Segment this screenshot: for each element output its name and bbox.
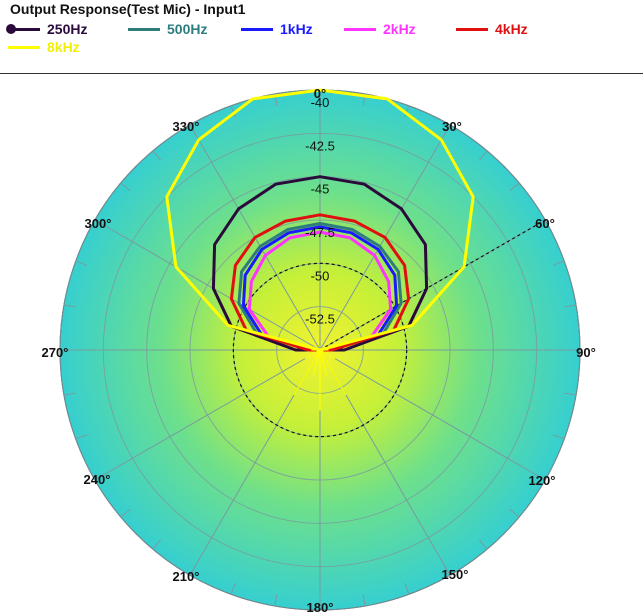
reference-circle xyxy=(232,262,408,438)
grid-spoke xyxy=(94,349,321,481)
radial-label: -45 xyxy=(311,182,330,197)
angle-label: 120° xyxy=(529,473,556,488)
grid-tick xyxy=(120,509,131,518)
legend-swatch xyxy=(8,45,40,49)
legend-swatch xyxy=(241,27,273,31)
radial-label: -52.5 xyxy=(305,312,335,327)
legend-swatch xyxy=(344,27,376,31)
grid-tick xyxy=(94,219,106,227)
legend-item-1khz: 1kHz xyxy=(241,20,313,38)
legend-marker-icon xyxy=(6,23,16,34)
grid-tick xyxy=(404,582,410,595)
radial-label: -42.5 xyxy=(305,138,335,153)
grid-tick xyxy=(189,564,197,576)
legend-label: 250Hz xyxy=(47,21,88,37)
angle-label: 300° xyxy=(85,216,112,231)
legend-label: 4kHz xyxy=(495,21,528,37)
grid-tick xyxy=(443,564,451,576)
grid-tick xyxy=(189,124,197,136)
grid-tick xyxy=(75,434,88,440)
grid-tick xyxy=(94,473,106,481)
grid-tick xyxy=(63,304,76,308)
angle-label: 0° xyxy=(314,86,326,101)
grid-tick xyxy=(564,304,577,308)
grid-tick xyxy=(63,392,76,396)
grid-tick xyxy=(152,150,161,161)
legend-swatch xyxy=(128,27,160,31)
header-divider xyxy=(0,73,643,74)
legend-swatch xyxy=(6,23,40,34)
angle-label: 150° xyxy=(442,567,469,582)
grid-tick xyxy=(362,594,366,607)
reference-line xyxy=(319,219,546,351)
legend-swatch xyxy=(456,27,488,31)
grid-tick xyxy=(152,539,161,550)
angle-label: 270° xyxy=(42,345,69,360)
angle-label: 90° xyxy=(576,345,596,360)
legend-item-500hz: 500Hz xyxy=(128,20,207,38)
grid-tick xyxy=(509,509,520,518)
grid-tick xyxy=(479,539,488,550)
grid-tick xyxy=(564,392,577,396)
grid-tick xyxy=(230,582,236,595)
grid-tick xyxy=(404,105,410,118)
radial-label: -47.5 xyxy=(305,225,335,240)
grid-tick xyxy=(230,105,236,118)
angle-label: 210° xyxy=(173,569,200,584)
grid-spoke xyxy=(319,349,546,481)
legend-item-8khz: 8kHz xyxy=(8,38,80,56)
grid-tick xyxy=(509,182,520,191)
legend-label: 500Hz xyxy=(167,21,208,37)
grid-tick xyxy=(120,182,131,191)
legend-label: 8kHz xyxy=(47,39,80,55)
grid-tick xyxy=(75,260,88,266)
legend-item-250hz: 250Hz xyxy=(6,20,88,38)
grid-tick xyxy=(274,594,278,607)
legend-label: 2kHz xyxy=(383,21,416,37)
grid-tick xyxy=(479,150,488,161)
legend-item-2khz: 2kHz xyxy=(344,20,416,38)
grid-tick xyxy=(552,434,565,440)
angle-label: 60° xyxy=(535,216,555,231)
radial-label: -40 xyxy=(311,95,330,110)
radial-label: -50 xyxy=(311,268,330,283)
angle-label: 330° xyxy=(173,119,200,134)
grid-tick xyxy=(534,473,546,481)
grid-tick xyxy=(552,260,565,266)
angle-label: 180° xyxy=(307,600,334,615)
angle-label: 240° xyxy=(84,472,111,487)
legend-label: 1kHz xyxy=(280,21,313,37)
grid-tick xyxy=(443,124,451,136)
grid-spoke xyxy=(94,219,321,351)
legend-item-4khz: 4kHz xyxy=(456,20,528,38)
chart-title: Output Response(Test Mic) - Input1 xyxy=(10,1,246,17)
angle-label: 30° xyxy=(442,119,462,134)
